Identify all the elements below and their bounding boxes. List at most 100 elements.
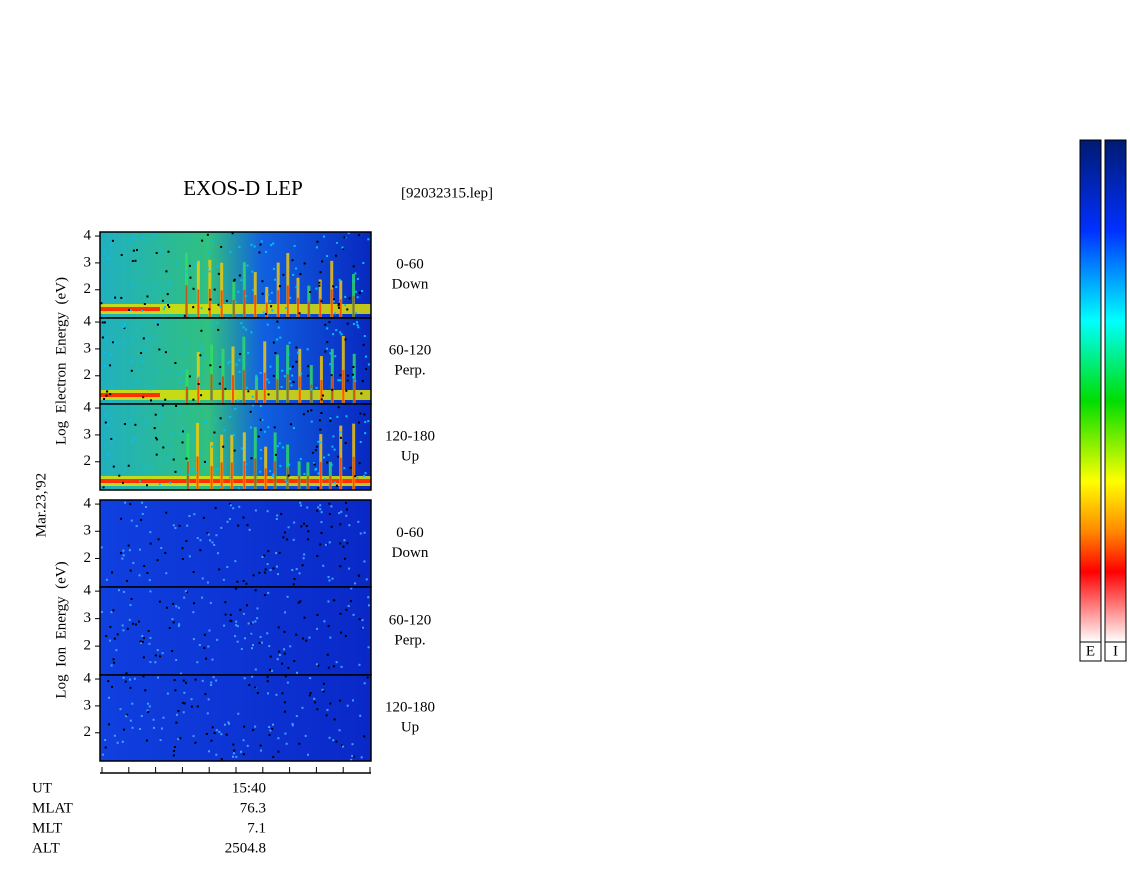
speckle — [327, 666, 330, 669]
speckle — [259, 749, 262, 752]
speckle — [260, 641, 263, 644]
speckle — [224, 601, 227, 604]
speckle — [109, 364, 112, 367]
burst-core — [242, 370, 245, 404]
speckle — [239, 608, 242, 611]
speckle — [268, 668, 271, 671]
speckle — [295, 286, 298, 289]
speckle — [191, 467, 194, 470]
y-tick-label: 3 — [84, 426, 92, 442]
burst-core — [329, 475, 332, 490]
speckle — [155, 436, 158, 439]
speckle — [339, 331, 342, 334]
speckle — [335, 484, 338, 487]
speckle — [364, 355, 367, 358]
speckle — [339, 631, 342, 634]
speckle — [201, 239, 204, 242]
speckle — [232, 752, 235, 755]
speckle — [207, 645, 210, 648]
speckle — [235, 755, 238, 758]
speckle — [321, 394, 324, 397]
speckle — [354, 290, 357, 293]
speckle — [367, 596, 370, 599]
speckle — [140, 518, 143, 521]
speckle — [266, 323, 269, 326]
speckle — [231, 232, 234, 235]
speckle — [146, 338, 149, 341]
angle-label: 120-180 — [385, 428, 435, 444]
speckle — [146, 572, 149, 575]
speckle — [103, 351, 106, 354]
speckle — [268, 734, 271, 737]
speckle — [341, 745, 344, 748]
speckle — [261, 419, 264, 422]
speckle — [329, 702, 332, 705]
speckle — [206, 712, 209, 715]
speckle — [183, 314, 186, 317]
angle-label: 60-120 — [389, 342, 432, 358]
speckle — [264, 568, 267, 571]
speckle — [113, 637, 116, 640]
speckle — [306, 506, 309, 509]
speckle — [121, 740, 124, 743]
speckle — [204, 693, 207, 696]
speckle — [264, 250, 267, 253]
speckle — [291, 568, 294, 571]
speckle — [267, 550, 270, 553]
speckle — [142, 656, 145, 659]
speckle — [159, 655, 162, 658]
burst-core — [243, 461, 246, 490]
speckle — [210, 400, 213, 403]
speckle — [220, 526, 223, 529]
speckle — [109, 639, 112, 642]
speckle — [149, 531, 152, 534]
speckle — [268, 726, 271, 729]
speckle — [347, 232, 350, 235]
speckle — [261, 280, 264, 283]
speckle — [308, 636, 311, 639]
speckle — [225, 733, 228, 736]
speckle — [160, 727, 163, 730]
speckle — [346, 308, 349, 311]
speckle — [100, 283, 103, 286]
speckle — [177, 709, 180, 712]
y-tick-label: 4 — [84, 583, 92, 599]
speckle — [203, 646, 206, 649]
speckle — [284, 710, 287, 713]
burst-core — [339, 457, 342, 490]
speckle — [110, 440, 113, 443]
y-tick-label: 3 — [84, 523, 92, 539]
speckle — [346, 704, 349, 707]
speckle — [188, 555, 191, 558]
speckle — [216, 321, 219, 324]
speckle — [310, 409, 313, 412]
speckle — [359, 440, 362, 443]
speckle — [354, 379, 357, 382]
speckle — [185, 342, 188, 345]
speckle — [121, 557, 124, 560]
burst-core — [342, 370, 345, 404]
speckle — [283, 531, 286, 534]
speckle — [216, 468, 219, 471]
speckle — [199, 539, 202, 542]
speckle — [208, 750, 211, 753]
speckle — [237, 399, 240, 402]
speckle — [217, 272, 220, 275]
speckle — [132, 237, 135, 240]
speckle — [321, 688, 324, 691]
speckle — [356, 476, 359, 479]
burst-core — [298, 376, 301, 404]
speckle — [185, 457, 188, 460]
speckle — [323, 620, 326, 623]
burst-core — [197, 289, 200, 318]
speckle — [222, 578, 225, 581]
speckle — [213, 431, 216, 434]
speckle — [156, 649, 159, 652]
speckle — [155, 438, 158, 441]
burst-core — [286, 374, 289, 404]
speckle — [271, 309, 274, 312]
speckle — [246, 604, 249, 607]
speckle — [288, 463, 291, 466]
speckle — [272, 567, 275, 570]
speckle — [250, 331, 253, 334]
